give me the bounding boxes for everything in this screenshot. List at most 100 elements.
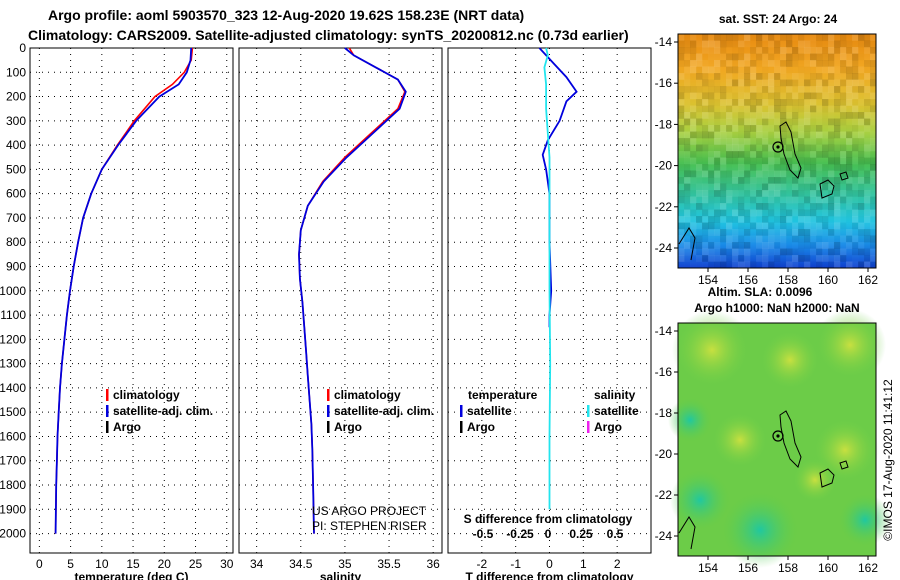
sst-cell [762, 236, 768, 243]
sst-cell [708, 177, 715, 184]
sst-cell [870, 144, 877, 152]
sst-cell [858, 47, 864, 54]
sst-cell [726, 255, 733, 262]
sst-cell [726, 248, 733, 256]
sst-cell [822, 242, 829, 249]
sst-cell [774, 157, 781, 165]
sst-cell [828, 229, 835, 236]
sst-cell [828, 177, 835, 184]
x-tick-label: 36 [426, 557, 440, 571]
sst-cell [696, 170, 703, 178]
sst-cell [762, 229, 769, 236]
sst-cell [834, 47, 841, 54]
sst-cell [804, 183, 811, 191]
sst-cell [756, 47, 763, 54]
sst-cell [744, 197, 750, 204]
sst-cell [732, 53, 739, 61]
sst-cell [804, 34, 810, 41]
sst-cell [786, 261, 793, 269]
sst-cell [870, 99, 877, 106]
sst-cell [756, 222, 763, 230]
sst-cell [822, 209, 829, 217]
sst-cell [822, 47, 829, 54]
sst-cell [774, 80, 780, 87]
sst-cell [708, 157, 715, 165]
sst-cell [840, 177, 847, 184]
sst-cell [810, 222, 817, 230]
sst-cell [822, 66, 829, 74]
profile-panel-difference-profile: -2 -1 0 1 2T difference from climatology [447, 47, 652, 580]
sst-cell [750, 47, 757, 54]
sst-cell [690, 60, 697, 67]
sst-cell [750, 157, 757, 165]
sst-cell [870, 216, 877, 223]
sst-cell [870, 235, 877, 243]
x-tick-label: 34 [250, 557, 264, 571]
sst-cell [744, 236, 750, 243]
sst-cell [702, 229, 709, 236]
sla-blob [814, 309, 886, 381]
y-tick-label: 1200 [0, 332, 26, 346]
sst-cell [678, 40, 685, 48]
argo-position-dot [776, 434, 780, 438]
sst-cell [774, 60, 781, 67]
sst-cell [702, 40, 709, 48]
sst-cell [816, 131, 823, 139]
sst-cell [726, 105, 733, 113]
sst-cell [774, 248, 781, 256]
sst-cell [852, 235, 859, 243]
sst-cell [852, 177, 859, 184]
sst-cell [864, 229, 871, 236]
legend-t-satellite-label: satellite [467, 404, 512, 418]
sst-cell [792, 41, 798, 48]
sst-cell [750, 112, 757, 119]
x-tick-label: 1 [580, 557, 587, 571]
sst-cell [774, 235, 781, 243]
sst-cell [774, 190, 781, 197]
sst-cell [708, 34, 715, 41]
sst-cell [828, 86, 835, 93]
sst-cell [858, 197, 864, 204]
sst-cell [810, 105, 817, 113]
sst-cell [810, 255, 816, 262]
sst-cell [696, 177, 702, 184]
sst-cell [756, 60, 762, 67]
sst-cell [750, 222, 757, 230]
sla-map-subtitle: Argo h1000: NaN h2000: NaN [694, 301, 859, 315]
sst-cell [702, 196, 709, 204]
sst-cell [804, 229, 811, 236]
sst-cell [822, 158, 828, 165]
sst-cell [702, 60, 709, 67]
sst-cell [750, 164, 757, 171]
sst-cell [762, 183, 769, 191]
sst-cell [744, 145, 750, 152]
sst-cell [840, 125, 846, 132]
sst-cell [750, 216, 757, 223]
sst-cell [738, 92, 745, 100]
sst-cell [846, 183, 853, 191]
sst-cell [792, 222, 799, 230]
sst-cell [696, 242, 703, 249]
sst-cell [762, 222, 769, 230]
sst-cell [858, 125, 864, 132]
sst-cell [720, 170, 727, 178]
sst-cell [678, 92, 685, 100]
sst-cell [690, 229, 697, 236]
sst-cell [750, 235, 757, 243]
sst-cell [720, 131, 727, 139]
sst-cell [690, 99, 696, 106]
sst-cell [714, 216, 721, 223]
sst-cell [750, 171, 756, 178]
sst-cell [786, 236, 792, 243]
sst-cell [792, 86, 798, 93]
sst-cell [798, 209, 805, 217]
sst-cell [780, 229, 787, 236]
sst-cell [834, 144, 841, 152]
sst-cell [684, 99, 690, 106]
sst-cell [678, 222, 685, 230]
sst-cell [702, 235, 709, 243]
sst-cell [714, 183, 721, 191]
sst-cell [840, 203, 846, 210]
sst-cell [858, 164, 865, 171]
sst-cell [810, 196, 817, 204]
